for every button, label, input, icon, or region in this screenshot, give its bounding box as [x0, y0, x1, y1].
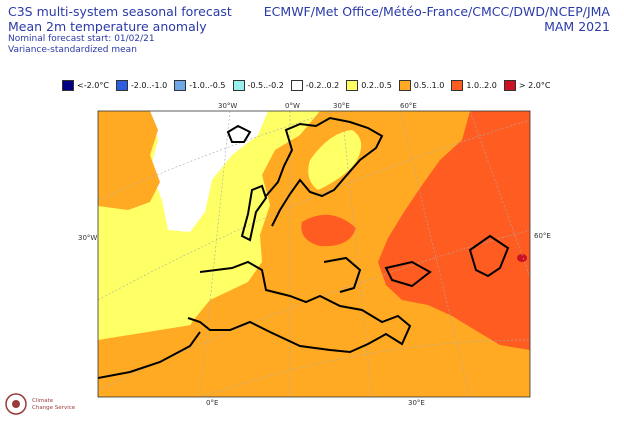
logo-text-line2: Change Service — [32, 405, 76, 411]
legend-item: -2.0..-1.0 — [115, 79, 168, 91]
legend-label: -0.2..0.2 — [305, 80, 340, 90]
label-top-30w: 30°W — [218, 102, 237, 110]
label-top-0w: 0°W — [285, 102, 300, 110]
legend-swatch — [232, 79, 245, 91]
forecast-start: Nominal forecast start: 01/02/21 — [8, 34, 155, 44]
anomaly-field-0.2-0.5-north — [308, 130, 362, 190]
legend-label: > 2.0°C — [518, 80, 551, 90]
legend-swatch — [62, 79, 74, 91]
legend-item: -1.0..-0.5 — [174, 79, 226, 91]
label-top-30e: 30°E — [333, 102, 350, 110]
legend-item: 1.0..2.0 — [451, 79, 497, 91]
producing-centres: ECMWF/Met Office/Météo-France/CMCC/DWD/N… — [263, 4, 610, 19]
header-left: C3S multi-system seasonal forecast Mean … — [8, 4, 232, 56]
label-bottom-30e: 30°E — [408, 399, 425, 407]
legend-swatch — [346, 79, 359, 91]
legend-item: 0.2..0.5 — [346, 79, 392, 91]
legend-swatch — [451, 79, 464, 91]
label-bottom-0e: 0°E — [206, 399, 218, 407]
logo-text-line1: Climate — [32, 398, 54, 404]
logo-emblem-icon — [5, 393, 27, 415]
copernicus-logo: Climate Change Service — [2, 390, 82, 430]
legend-item: <-2.0°C — [62, 79, 109, 91]
legend-swatch — [503, 79, 516, 91]
legend-label: 0.5..1.0 — [413, 80, 445, 90]
legend-swatch — [290, 79, 303, 91]
legend-label: <-2.0°C — [77, 80, 109, 90]
legend-item: -0.5..-0.2 — [232, 79, 284, 91]
legend-label: 1.0..2.0 — [466, 80, 497, 90]
header-right: ECMWF/Met Office/Météo-France/CMCC/DWD/N… — [264, 4, 610, 34]
legend: <-2.0°C -2.0..-1.0 -1.0..-0.5 -0.5..-0.2 -0.… — [62, 78, 557, 92]
anomaly-field-1.0-2.0-east — [378, 111, 530, 350]
legend-label: -1.0..-0.5 — [189, 80, 226, 90]
anomaly-field-0.5-1.0-northwest — [98, 111, 160, 210]
anomaly-field-above-2.0 — [517, 254, 527, 262]
variance-note: Variance-standardized mean — [8, 45, 137, 55]
map-frame — [97, 110, 531, 398]
season-label: MAM 2021 — [544, 19, 610, 34]
logo-emblem-dot-icon — [12, 400, 20, 408]
legend-label: 0.2..0.5 — [361, 80, 392, 90]
legend-swatch — [174, 79, 187, 91]
legend-swatch — [115, 79, 128, 91]
label-top-60e: 60°E — [400, 102, 417, 110]
legend-swatch — [398, 79, 411, 91]
anomaly-field-0.5-1.0-south — [98, 322, 260, 397]
graticule-labels: 30°W 0°W 30°E 60°E 0°E 30°E 30°W 60°E — [78, 102, 551, 407]
label-right-60e: 60°E — [534, 232, 551, 240]
legend-label: -2.0..-1.0 — [130, 80, 168, 90]
anomaly-field-1.0-2.0-central — [301, 214, 356, 247]
legend-item: 0.5..1.0 — [398, 79, 445, 91]
map-title: C3S multi-system seasonal forecast — [8, 4, 232, 19]
legend-label: -0.5..-0.2 — [247, 80, 284, 90]
coastlines — [98, 116, 510, 379]
label-left-30w: 30°W — [78, 234, 97, 242]
map-subtitle: Mean 2m temperature anomaly — [8, 19, 207, 34]
legend-item: -0.2..0.2 — [290, 79, 340, 91]
legend-item: > 2.0°C — [503, 79, 551, 91]
